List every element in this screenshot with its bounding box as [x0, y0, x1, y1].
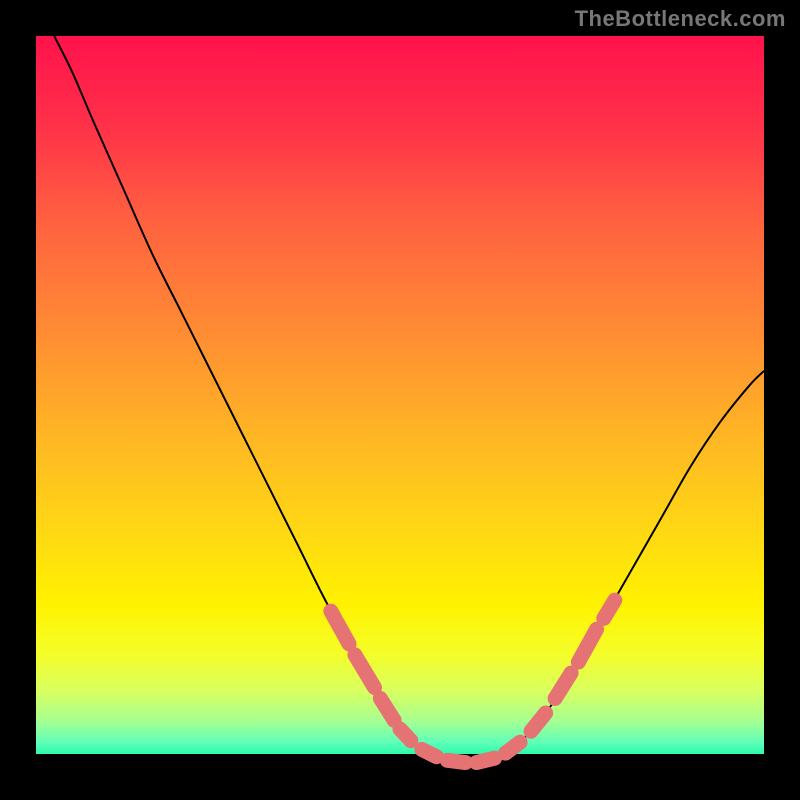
overlay-marker-segment	[604, 600, 615, 618]
overlay-marker-segment	[400, 729, 411, 741]
bottleneck-chart: TheBottleneck.com	[0, 0, 800, 800]
overlay-marker-segment	[422, 749, 437, 756]
chart-svg	[0, 0, 800, 800]
chart-bottom-band	[36, 754, 764, 764]
overlay-marker-segment	[506, 742, 521, 753]
overlay-marker-segment	[447, 760, 465, 762]
overlay-marker-segment	[476, 758, 494, 762]
chart-plot-background	[36, 36, 764, 764]
watermark-text: TheBottleneck.com	[575, 6, 786, 32]
